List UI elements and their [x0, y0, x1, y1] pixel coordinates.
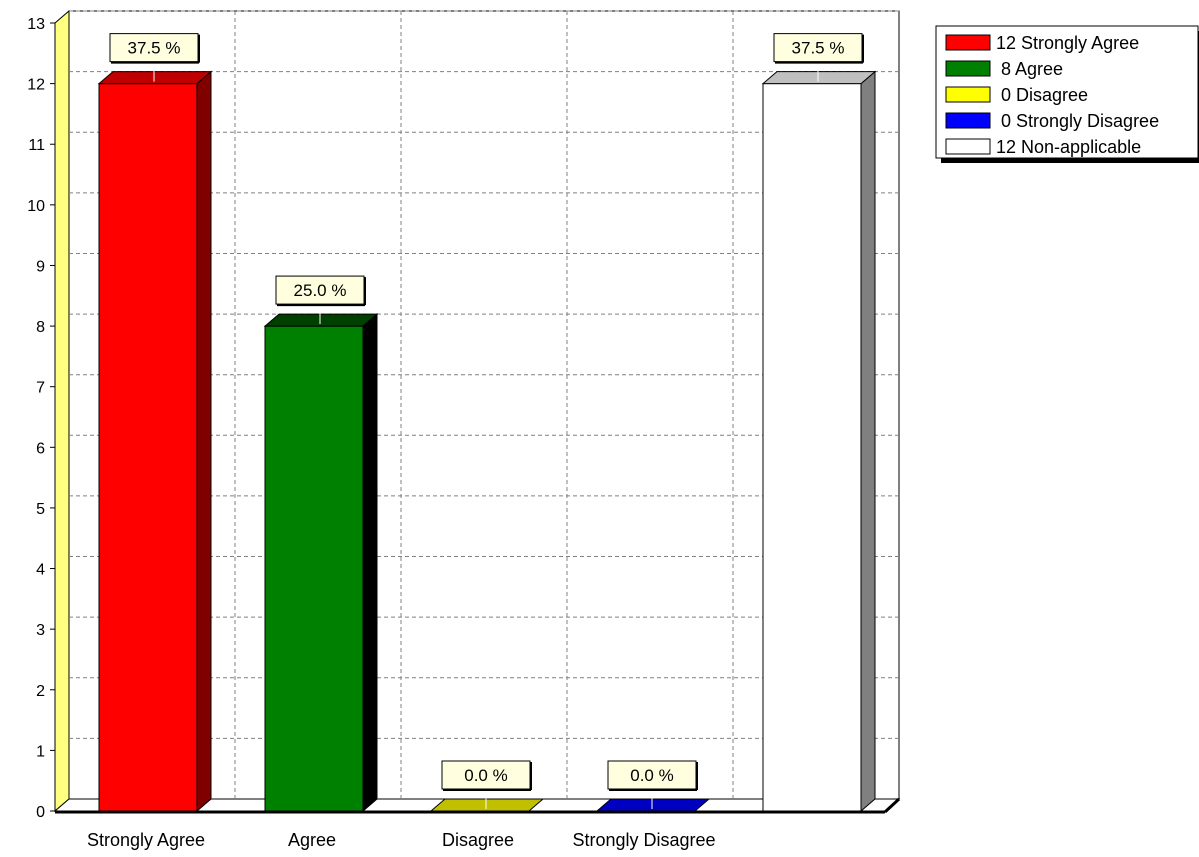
y-tick-label: 7 — [36, 380, 45, 397]
x-category-label: Disagree — [442, 830, 514, 850]
legend-swatch — [945, 86, 991, 103]
y-tick-label: 2 — [36, 683, 45, 700]
legend-label: 0 Strongly Disagree — [996, 111, 1159, 131]
legend-item: 0 Strongly Disagree — [945, 111, 1159, 131]
y-tick-label: 9 — [36, 258, 45, 275]
bar — [97, 70, 213, 813]
bar — [595, 798, 711, 812]
percent-label-text: 37.5 % — [128, 39, 181, 58]
percent-label: 37.5 % — [773, 33, 864, 82]
y-tick-label: 12 — [27, 77, 45, 94]
bar-top — [595, 798, 711, 812]
y-tick-label: 6 — [36, 440, 45, 457]
y-tick-label: 10 — [27, 198, 45, 215]
percent-label-text: 0.0 % — [630, 766, 673, 785]
legend-swatch — [945, 34, 991, 51]
bar — [263, 312, 379, 813]
floor-edge-side — [883, 797, 901, 814]
y-tick-label: 0 — [36, 804, 45, 821]
y-tick-label: 5 — [36, 501, 45, 518]
bar-top — [429, 798, 545, 812]
bar-top — [761, 71, 877, 85]
bar-front — [264, 325, 364, 812]
legend-label: 12 Strongly Agree — [996, 33, 1139, 53]
y-tick-label: 4 — [36, 562, 45, 579]
percent-label-text: 0.0 % — [464, 766, 507, 785]
percent-label: 37.5 % — [109, 33, 200, 82]
percent-label-text: 25.0 % — [294, 281, 347, 300]
percent-label-box — [607, 760, 697, 790]
y-tick-label: 8 — [36, 319, 45, 336]
y-tick-label: 11 — [28, 137, 45, 154]
legend-item: 8 Agree — [945, 59, 1063, 79]
bar-front — [98, 83, 198, 812]
bar-top — [97, 71, 213, 85]
bar-side — [196, 70, 212, 813]
y-tick-label: 1 — [36, 743, 45, 760]
percent-label: 0.0 % — [441, 760, 532, 809]
y-tick-label: 13 — [27, 16, 45, 33]
percent-label-box — [275, 275, 365, 305]
legend-swatch — [945, 138, 991, 155]
bar-side — [860, 70, 876, 813]
legend-item: 0 Disagree — [945, 85, 1088, 105]
bar-side — [362, 312, 378, 813]
x-category-label: Agree — [288, 830, 336, 850]
legend-label: 8 Agree — [996, 59, 1063, 79]
legend-swatch — [945, 112, 991, 129]
bar — [429, 798, 545, 812]
x-category-label: Strongly Agree — [87, 830, 205, 850]
x-category-label: Strongly Disagree — [572, 830, 715, 850]
percent-label-text: 37.5 % — [792, 39, 845, 58]
legend-label: 0 Disagree — [996, 85, 1088, 105]
percent-label: 0.0 % — [607, 760, 698, 809]
legend-label: 12 Non-applicable — [996, 137, 1141, 157]
bar-front — [762, 83, 862, 812]
legend-item: 12 Strongly Agree — [945, 33, 1139, 53]
percent-label: 25.0 % — [275, 275, 366, 325]
bar-top — [263, 313, 379, 327]
legend-swatch — [945, 60, 991, 77]
bar — [761, 70, 877, 813]
left-wall — [54, 9, 70, 813]
legend-item: 12 Non-applicable — [945, 137, 1141, 157]
y-tick-label: 3 — [36, 622, 45, 639]
